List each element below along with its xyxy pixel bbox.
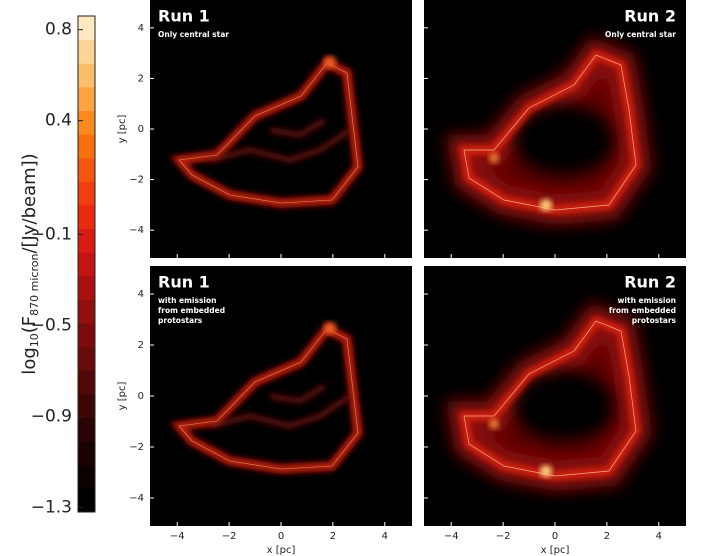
y-axis-label: y [pc] [117, 115, 128, 144]
panel-subtitle: with emission [618, 296, 677, 305]
y-tick-label: 0 [138, 391, 144, 402]
colorbar-segment [78, 110, 95, 135]
panel-subtitle: with emission [158, 296, 217, 305]
colorbar-tick-label: −0.1 [31, 224, 72, 244]
colorbar-segment [78, 204, 95, 230]
colorbar-segment [78, 157, 95, 182]
colorbar-segment [78, 275, 95, 300]
x-tick-label: −2 [222, 531, 237, 542]
colorbar-segment [78, 464, 95, 489]
panel-subtitle: Only central star [605, 30, 676, 39]
y-tick-label: 4 [138, 23, 144, 34]
y-tick-label: −4 [129, 493, 144, 504]
colorbar-segment [78, 370, 95, 395]
y-tick-label: 2 [138, 340, 144, 351]
colorbar-frame [77, 15, 96, 513]
colorbar-segment [78, 393, 95, 419]
panel-subtitle: protostars [632, 316, 677, 325]
colorbar-tick-label: 0.4 [45, 111, 72, 131]
colorbar-segment [78, 228, 95, 253]
x-axis-label: x [pc] [541, 545, 570, 556]
panel-title: Run 2 [624, 7, 676, 26]
colorbar-segment [78, 323, 95, 348]
x-tick-label: −4 [444, 531, 459, 542]
panel-title: Run 1 [158, 7, 210, 26]
colorbar-segment [78, 181, 95, 206]
y-tick-label: 0 [138, 124, 144, 135]
x-tick-label: 2 [604, 531, 610, 542]
panel-subtitle: from embedded [158, 306, 225, 315]
colorbar-segment [78, 252, 95, 277]
panel-subtitle: Only central star [158, 30, 229, 39]
x-tick-label: 4 [382, 531, 388, 542]
colorbar-segment [78, 299, 95, 324]
x-tick-label: 0 [552, 531, 558, 542]
y-tick-label: 2 [138, 73, 144, 84]
colorbar-segment [78, 346, 95, 371]
y-tick-label: −2 [129, 442, 144, 453]
x-tick-label: −2 [496, 531, 511, 542]
x-axis-label: x [pc] [267, 545, 296, 556]
colorbar-segment [78, 63, 95, 88]
colorbar-segment [78, 441, 95, 466]
colorbar-tick-label: −0.9 [31, 406, 72, 426]
colorbar-segment [78, 16, 95, 41]
colorbar-tick-label: 0.8 [45, 20, 72, 40]
colorbar-segment [78, 86, 95, 111]
y-tick-label: −2 [129, 175, 144, 186]
x-tick-label: 2 [330, 531, 336, 542]
panel-subtitle: protostars [158, 316, 203, 325]
panel-title: Run 2 [624, 273, 676, 292]
colorbar-segment [78, 134, 95, 159]
y-axis-label: y [pc] [117, 382, 128, 411]
panel-title: Run 1 [158, 273, 210, 292]
x-tick-label: 4 [656, 531, 662, 542]
colorbar-segment [78, 488, 95, 513]
colorbar-label: log10(F870 micron/[Jy/beam]) [19, 153, 41, 374]
colorbar-tick-label: −1.3 [31, 497, 72, 517]
y-tick-label: −4 [129, 225, 144, 236]
y-tick-label: 4 [138, 289, 144, 300]
panel-subtitle: from embedded [609, 306, 676, 315]
colorbar-segment [78, 417, 95, 442]
x-tick-label: 0 [278, 531, 284, 542]
colorbar-segment [78, 39, 95, 64]
x-tick-label: −4 [170, 531, 185, 542]
colorbar-tick-label: −0.5 [31, 315, 72, 335]
